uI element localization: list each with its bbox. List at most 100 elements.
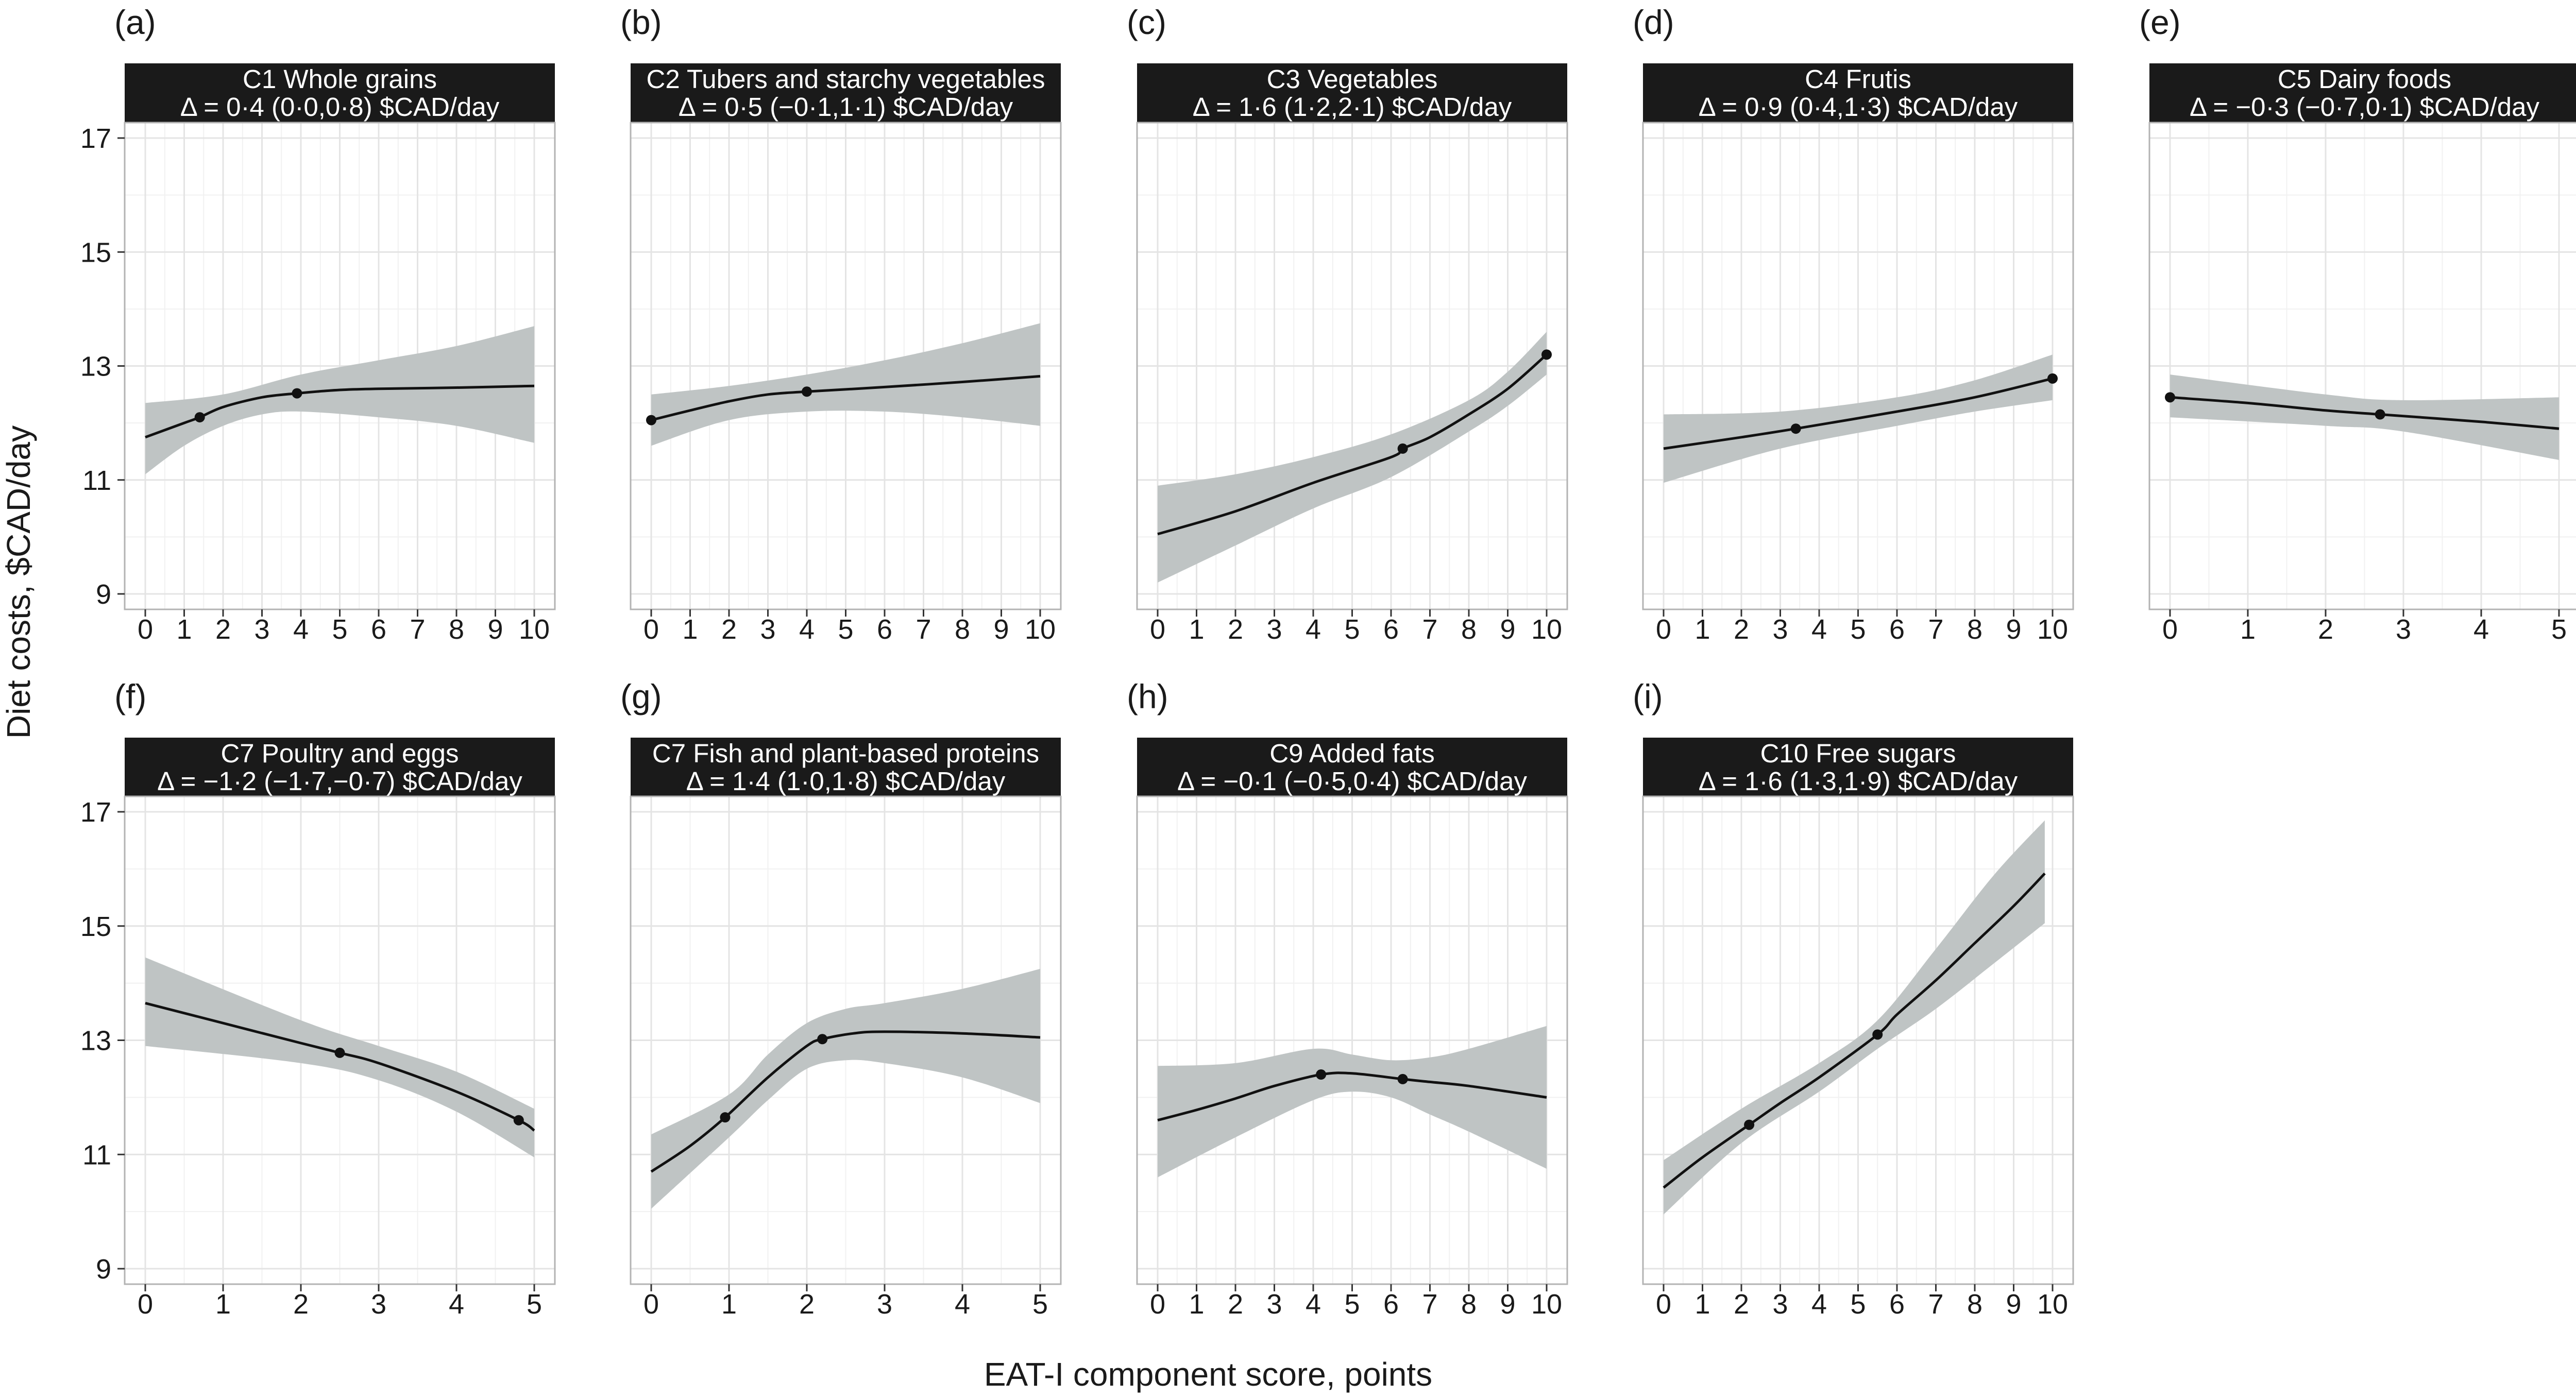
x-tick-label: 10 (1025, 614, 1056, 645)
x-tick-label: 4 (799, 614, 815, 645)
x-tick-label: 0 (2162, 614, 2178, 645)
y-tick-label: 17 (80, 123, 111, 154)
x-tick-label: 7 (1422, 1289, 1437, 1320)
x-tick-label: 6 (1383, 614, 1399, 645)
confidence-band (1158, 1026, 1547, 1178)
x-tick-label: 2 (1734, 614, 1749, 645)
x-tick-label: 10 (519, 614, 550, 645)
x-tick-label: 10 (2037, 1289, 2068, 1320)
x-tick-label: 3 (1772, 1289, 1788, 1320)
x-tick-label: 0 (1656, 614, 1671, 645)
y-tick-label: 11 (82, 1139, 111, 1170)
data-point (1744, 1119, 1755, 1130)
x-tick-label: 9 (2006, 614, 2021, 645)
facet-title: C7 Fish and plant-based proteins (652, 739, 1039, 768)
y-tick-label: 11 (82, 465, 111, 496)
data-point (1397, 1073, 1408, 1084)
x-tick-label: 1 (1694, 1289, 1710, 1320)
x-tick-label: 5 (1032, 1289, 1048, 1320)
panel-label: (i) (1633, 677, 1663, 715)
x-tick-label: 4 (1306, 1289, 1321, 1320)
x-tick-label: 2 (799, 1289, 815, 1320)
facet-subtitle: Δ = 0·4 (0·0,0·8) $CAD/day (180, 92, 500, 122)
x-tick-label: 4 (293, 614, 309, 645)
fit-line (1157, 1071, 1547, 1122)
fit-line (2170, 396, 2560, 430)
facet-strip (125, 63, 555, 123)
x-tick-label: 0 (1150, 1289, 1165, 1320)
fit-line (145, 1001, 535, 1132)
x-tick-label: 1 (1189, 614, 1204, 645)
panel-label: (a) (114, 3, 156, 41)
y-tick-label: 13 (80, 351, 111, 382)
x-tick-label: 0 (138, 1289, 153, 1320)
x-tick-label: 3 (254, 614, 269, 645)
panel-label: (h) (1127, 677, 1168, 715)
confidence-band (145, 326, 534, 474)
x-tick-label: 9 (1500, 614, 1515, 645)
panel-frame (630, 795, 1062, 1285)
x-tick-label: 1 (2240, 614, 2256, 645)
y-tick-label: 15 (80, 237, 111, 268)
x-tick-label: 4 (449, 1289, 464, 1320)
x-tick-label: 2 (1228, 1289, 1243, 1320)
x-tick-label: 3 (877, 1289, 892, 1320)
data-point (194, 412, 205, 423)
x-tick-label: 5 (2551, 614, 2567, 645)
data-point (802, 386, 812, 397)
data-point (1397, 443, 1408, 454)
x-tick-label: 9 (993, 614, 1009, 645)
data-point (1541, 349, 1552, 360)
x-tick-label: 2 (1228, 614, 1243, 645)
x-tick-label: 1 (215, 1289, 231, 1320)
x-tick-label: 3 (1772, 614, 1788, 645)
data-point (513, 1115, 524, 1126)
x-tick-label: 3 (1266, 1289, 1282, 1320)
x-tick-label: 7 (1928, 614, 1943, 645)
x-tick-label: 6 (1889, 614, 1905, 645)
data-point (720, 1112, 731, 1123)
x-tick-label: 5 (838, 614, 853, 645)
x-tick-label: 4 (955, 1289, 970, 1320)
facet-subtitle: Δ = −0·3 (−0·7,0·1) $CAD/day (2190, 92, 2539, 122)
x-tick-label: 7 (916, 614, 931, 645)
x-tick-label: 0 (138, 614, 153, 645)
fit-line (1663, 377, 2053, 450)
facet-strip (1643, 63, 2073, 123)
x-tick-label: 1 (721, 1289, 737, 1320)
y-axis-title: Diet costs, $CAD/day (0, 425, 37, 739)
x-tick-label: 5 (1850, 1289, 1866, 1320)
x-tick-label: 4 (1306, 614, 1321, 645)
x-tick-label: 0 (1656, 1289, 1671, 1320)
x-tick-label: 5 (527, 1289, 542, 1320)
facet-strip (125, 738, 555, 797)
panel-label: (b) (620, 3, 662, 41)
x-tick-label: 0 (643, 614, 659, 645)
x-tick-label: 6 (1889, 1289, 1905, 1320)
data-point (1316, 1069, 1327, 1080)
facet-strip (1643, 738, 2073, 797)
x-tick-label: 3 (2396, 614, 2411, 645)
panel-frame (2148, 122, 2576, 610)
x-tick-label: 1 (1189, 1289, 1204, 1320)
x-tick-label: 4 (1811, 1289, 1827, 1320)
x-tick-label: 0 (643, 1289, 659, 1320)
facet-subtitle: Δ = 1·6 (1·2,2·1) $CAD/day (1193, 92, 1512, 122)
x-tick-label: 1 (176, 614, 192, 645)
x-tick-label: 10 (2037, 614, 2068, 645)
x-tick-label: 8 (1967, 614, 1982, 645)
panel-label: (g) (620, 677, 662, 715)
confidence-band (651, 968, 1040, 1209)
facet-title: C9 Added fats (1269, 739, 1434, 768)
x-tick-label: 1 (682, 614, 698, 645)
facet-title: C10 Free sugars (1760, 739, 1956, 768)
facet-subtitle: Δ = −1·2 (−1·7,−0·7) $CAD/day (157, 766, 522, 796)
x-tick-label: 8 (1461, 614, 1477, 645)
y-tick-label: 9 (96, 1254, 111, 1285)
x-tick-label: 10 (1531, 614, 1562, 645)
x-tick-label: 8 (449, 614, 464, 645)
y-tick-label: 9 (96, 579, 111, 610)
panel-label: (c) (1127, 3, 1166, 41)
